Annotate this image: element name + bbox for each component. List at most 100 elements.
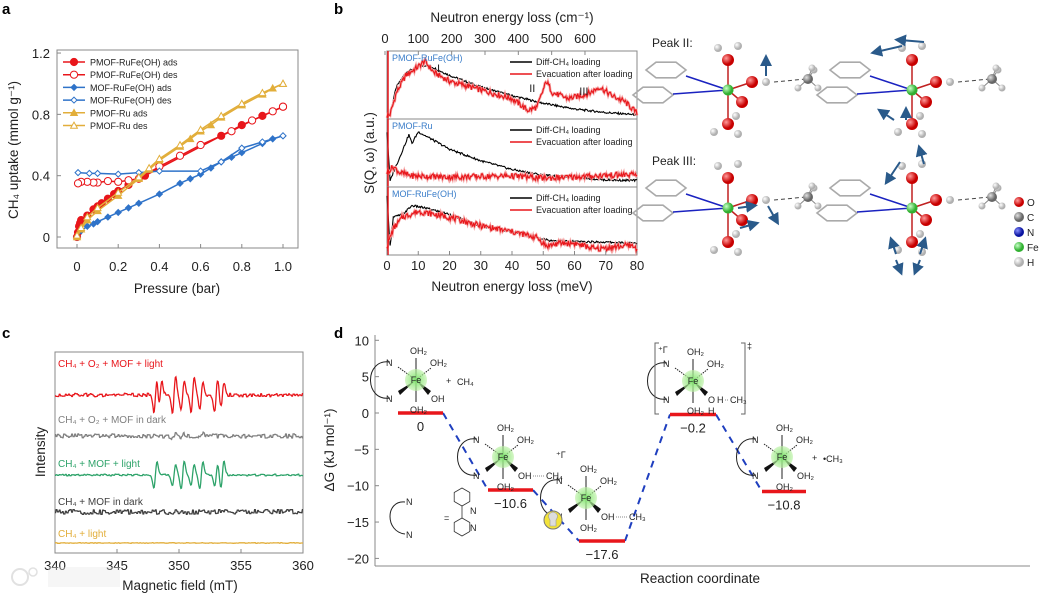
data-point [155,190,164,198]
displacement-arrow [916,236,928,255]
series-mof-rufe-oh-des [74,132,287,178]
data-point [175,140,185,149]
legend-atom-c [1014,212,1024,222]
carbon-atom [803,74,813,84]
x-tick-label: 0 [73,259,80,274]
panel-b-ins-spectra: Diff-CH₄ loading Evacuation after loading… [362,10,644,294]
fe-center [405,369,427,391]
data-point [70,96,78,104]
data-point [196,125,205,133]
hydrogen-atom [998,84,1006,92]
data-point [85,169,94,178]
epr-trace: CH₄ + O₂ + MOF + light [55,359,304,415]
n-label: N [663,359,670,369]
epr-line [54,430,303,441]
pyridine-ring [644,61,688,79]
top-x-tick-label: 200 [441,31,463,46]
series-pmof-rufe-oh-des [73,102,288,188]
data-point [124,204,133,212]
peak-annotation: I [437,63,440,75]
chart-marks: CH₄ + O₂ + MOF + light CH₄ + O₂ + MOF in … [44,359,314,573]
pyridine-ring [815,86,859,104]
data-point [124,176,133,185]
carbon-atom [987,192,997,202]
panel-label-b: b [334,1,343,18]
ligand-key: NN=NN [389,487,477,540]
data-point [69,108,79,117]
fe-n-bond [685,75,729,91]
methyl-radical-label: •CH₃ [823,454,843,464]
displacement-arrow [888,236,900,255]
data-point [93,203,102,212]
y-tick-label: 5 [362,370,369,385]
hydrogen-atom [710,246,718,254]
spectrum-line [386,209,638,254]
ligand-label-top: OH₂ [497,423,515,433]
oxygen-atom [920,214,932,226]
data-point [175,151,185,160]
ligand-label-bottom: OH₂ [687,406,705,416]
oxygen-atom [736,214,748,226]
legend-atom-fe [1014,242,1024,252]
y-tick-label: −5 [354,442,369,457]
data-point [144,163,154,172]
hydrogen-atom [814,202,822,210]
y-axis-label: Intensity [33,427,48,478]
y-tick-label: 1.2 [32,46,50,61]
epr-line [55,460,303,490]
data-point [248,116,257,125]
connector-line [532,489,580,542]
hydrogen-atom [734,248,742,256]
molecule-2 [815,34,1006,138]
hydrogen-atom [732,230,740,238]
fe-label: Fe [581,493,592,503]
ligand-label-upper-right: OH₂ [600,476,618,486]
data-point [83,212,92,221]
data-point [155,167,164,175]
oxygen-atom [746,76,758,88]
species-label: CH₃ [629,512,646,522]
fe-label: Fe [498,452,509,462]
oxygen-atom [930,76,942,88]
panel-label-d: d [334,325,343,342]
hydrogen-atom [732,112,740,120]
subplot-label: PMOF-RuFe(OH) [392,53,463,63]
oxygen-atom [930,194,942,206]
hydrogen-atom [794,84,802,92]
data-point [278,79,288,87]
ligand-arc [389,501,406,535]
data-point [114,208,122,217]
hydrogen-atom [762,78,770,86]
fe-n-bond [672,89,729,95]
ligand-label-bottom: OH₂ [410,405,428,415]
y-tick-label: 0.4 [32,169,50,184]
legend-label: Diff-CH₄ loading [536,193,601,203]
h-label: H [708,406,715,416]
chart-marks: Diff-CH₄ loading Evacuation after loading… [381,31,644,273]
x-tick-label: 360 [292,558,314,573]
data-point [76,223,86,232]
pyridine-ring [828,61,872,79]
ligand-arc [457,438,478,476]
ligand-label-lower-right: OH [518,471,532,481]
legend-atom-label: N [1027,228,1034,239]
epr-trace: CH₄ + MOF in dark [54,497,304,516]
spectrum-line [386,131,638,183]
n-label: N [556,476,563,486]
oxygen-atom [906,172,918,184]
energy-level-label: −17.6 [586,547,619,562]
data-point [69,121,79,129]
ligand-label-upper-right: OH₂ [707,359,725,369]
displacement-arrow [870,44,903,57]
oxygen-atom [906,118,918,130]
ligand-arc [736,438,757,476]
legend-atom-label: C [1027,213,1034,224]
epr-line [54,508,304,516]
n-label: N [663,395,670,405]
plus-sign: + [446,376,451,386]
molecules [631,34,1006,276]
displacement-arrow [912,259,924,276]
x-tick-label: 0.6 [192,259,210,274]
